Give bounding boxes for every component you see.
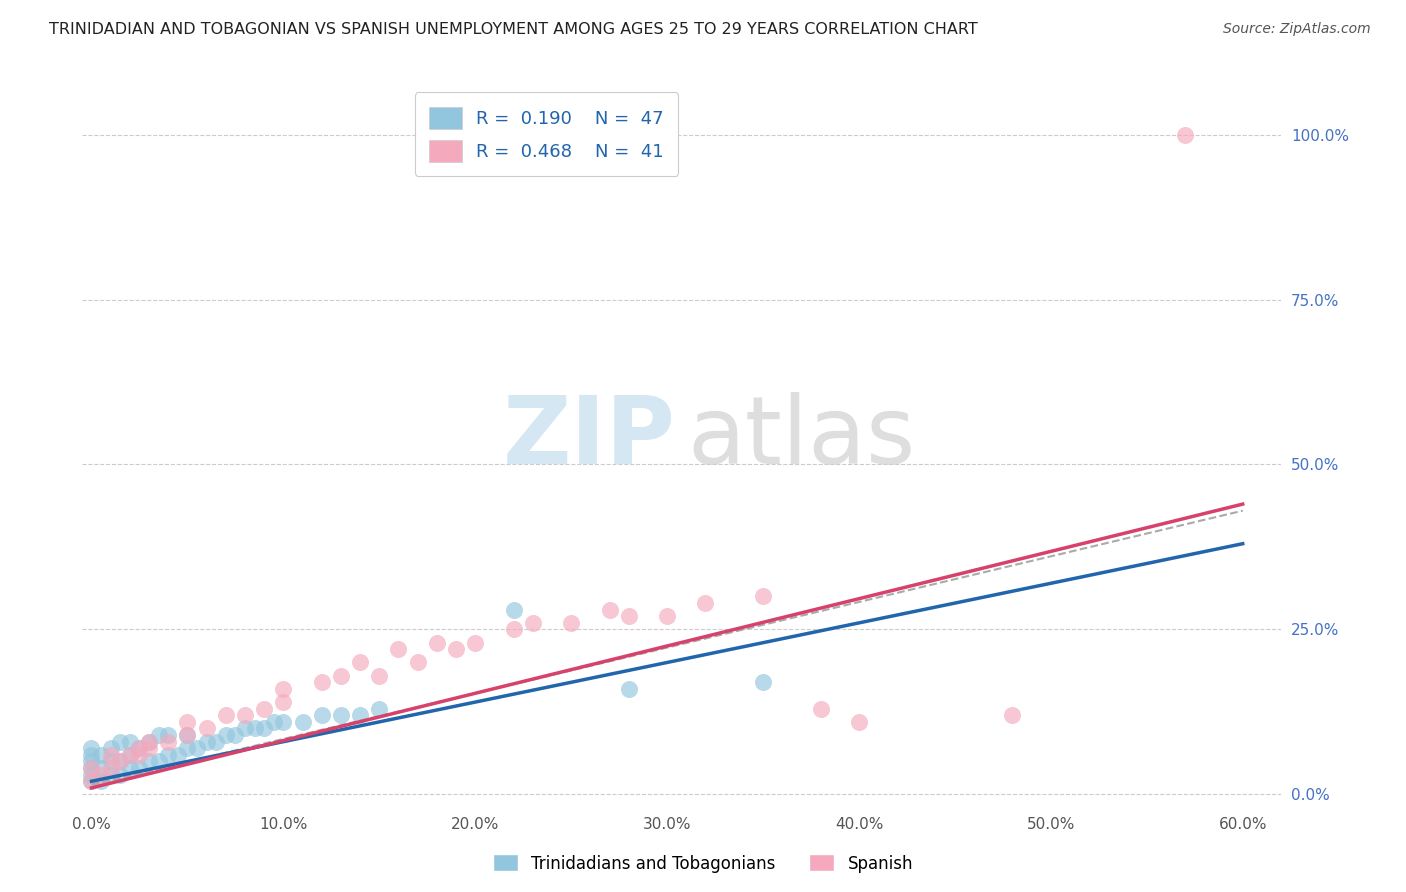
Point <box>243 722 266 736</box>
Point <box>100 755 122 769</box>
Point <box>752 590 775 604</box>
Point <box>80 741 103 756</box>
Point <box>291 714 314 729</box>
Point <box>100 761 122 775</box>
Point <box>118 747 141 762</box>
Point <box>502 603 524 617</box>
Point <box>273 695 295 709</box>
Point <box>522 615 544 630</box>
Point <box>233 708 256 723</box>
Point <box>157 728 180 742</box>
Point <box>233 722 256 736</box>
Point <box>80 761 103 775</box>
Point <box>502 623 524 637</box>
Point <box>752 675 775 690</box>
Point <box>118 734 141 748</box>
Point <box>138 741 160 756</box>
Text: ZIP: ZIP <box>502 392 675 484</box>
Text: TRINIDADIAN AND TOBAGONIAN VS SPANISH UNEMPLOYMENT AMONG AGES 25 TO 29 YEARS COR: TRINIDADIAN AND TOBAGONIAN VS SPANISH UN… <box>49 22 979 37</box>
Point <box>560 615 582 630</box>
Point <box>138 734 160 748</box>
Point <box>110 767 132 781</box>
Point <box>118 761 141 775</box>
Point <box>80 774 103 789</box>
Point <box>176 728 198 742</box>
Point <box>387 642 409 657</box>
Point <box>110 734 132 748</box>
Point <box>810 701 832 715</box>
Point <box>148 755 170 769</box>
Text: Source: ZipAtlas.com: Source: ZipAtlas.com <box>1223 22 1371 37</box>
Point <box>138 755 160 769</box>
Point <box>118 747 141 762</box>
Point <box>80 774 103 789</box>
Point <box>100 741 122 756</box>
Point <box>464 636 486 650</box>
Point <box>263 714 285 729</box>
Point <box>599 603 621 617</box>
Point <box>848 714 870 729</box>
Point <box>90 767 112 781</box>
Point <box>90 774 112 789</box>
Point <box>157 747 180 762</box>
Point <box>148 728 170 742</box>
Point <box>349 656 371 670</box>
Text: atlas: atlas <box>688 392 915 484</box>
Point <box>273 681 295 696</box>
Point <box>1174 128 1197 142</box>
Point <box>406 656 429 670</box>
Point <box>80 761 103 775</box>
Point <box>224 728 246 742</box>
Point <box>329 708 352 723</box>
Point <box>110 755 132 769</box>
Point <box>205 734 228 748</box>
Point <box>80 755 103 769</box>
Point <box>166 747 188 762</box>
Point <box>426 636 449 650</box>
Point <box>138 734 160 748</box>
Point <box>80 767 103 781</box>
Point <box>444 642 467 657</box>
Point <box>253 722 276 736</box>
Point <box>215 708 238 723</box>
Point <box>157 734 180 748</box>
Point <box>110 755 132 769</box>
Point <box>100 767 122 781</box>
Point <box>368 668 391 682</box>
Point <box>273 714 295 729</box>
Point <box>617 609 640 624</box>
Point <box>253 701 276 715</box>
Point <box>128 761 150 775</box>
Point <box>215 728 238 742</box>
Point <box>195 722 218 736</box>
Legend: R =  0.190    N =  47, R =  0.468    N =  41: R = 0.190 N = 47, R = 0.468 N = 41 <box>415 93 678 176</box>
Point <box>695 596 717 610</box>
Point <box>128 747 150 762</box>
Point <box>100 747 122 762</box>
Point <box>368 701 391 715</box>
Point <box>311 708 333 723</box>
Point <box>186 741 208 756</box>
Point <box>311 675 333 690</box>
Point <box>349 708 371 723</box>
Point <box>195 734 218 748</box>
Point <box>90 747 112 762</box>
Point <box>617 681 640 696</box>
Point <box>128 741 150 756</box>
Point <box>655 609 678 624</box>
Legend: Trinidadians and Tobagonians, Spanish: Trinidadians and Tobagonians, Spanish <box>486 847 920 880</box>
Point <box>329 668 352 682</box>
Point <box>176 714 198 729</box>
Point <box>176 741 198 756</box>
Point <box>80 747 103 762</box>
Point <box>90 761 112 775</box>
Point <box>128 741 150 756</box>
Point <box>1001 708 1024 723</box>
Point <box>176 728 198 742</box>
